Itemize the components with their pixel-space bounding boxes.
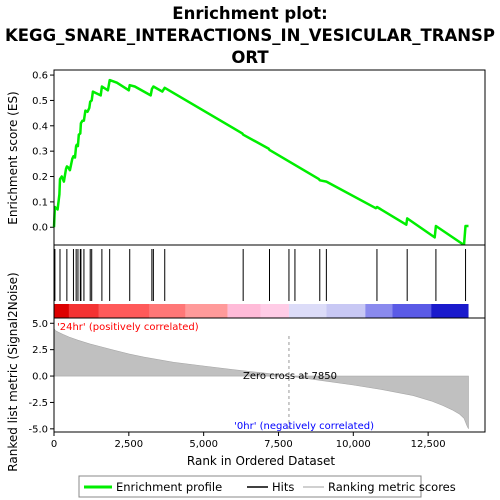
chart-title-line-1: Enrichment plot:	[172, 4, 327, 23]
heat-segment	[392, 304, 432, 318]
ranked-metric-panel: 5.0 2.5 0.0 -2.5 -5.0 '24hr' (positively corr…	[28, 317, 486, 450]
hits-panel	[53, 244, 486, 319]
x-axis-label: Rank in Ordered Dataset	[187, 454, 335, 468]
metric-y-tick-label: 0.0	[32, 372, 48, 383]
es-plot-area	[54, 70, 485, 245]
legend-label: Hits	[272, 480, 294, 494]
es-y-tick-label: 0.6	[32, 71, 48, 82]
ranking-metric-area	[53, 327, 469, 429]
metric-y-tick-label: 5.0	[32, 319, 48, 330]
es-y-tick-label: 0.1	[32, 197, 48, 208]
x-tick-label: 7,500	[264, 439, 293, 450]
es-axis-label: Enrichment score (ES)	[6, 91, 20, 224]
enrichment-profile-line	[52, 78, 469, 247]
heat-segment	[227, 304, 261, 318]
legend-label: Ranking metric scores	[328, 480, 456, 494]
metric-frame	[53, 317, 486, 433]
heat-segment	[365, 304, 393, 318]
es-y-tick-label: 0.2	[32, 172, 48, 183]
legend-label: Enrichment profile	[116, 480, 222, 494]
x-tick-label: 12,500	[411, 439, 446, 450]
chart-title-line-3: ORT	[231, 48, 269, 67]
metric-y-tick-label: -5.0	[28, 424, 48, 435]
x-tick-label: 0	[51, 439, 57, 450]
chart-legend: Enrichment profile Hits Ranking metric sco…	[78, 475, 456, 498]
heat-segment	[431, 304, 469, 318]
x-tick-label: 5,000	[189, 439, 218, 450]
heat-segment	[185, 304, 228, 318]
heat-segment	[288, 304, 327, 318]
metric-axis-label: Ranked list metric (Signal2Noise)	[6, 272, 20, 471]
heat-segment	[98, 304, 150, 318]
negative-correlation-label: '0hr' (negatively correlated)	[234, 421, 374, 432]
heat-segment	[326, 304, 366, 318]
heat-segment	[149, 304, 186, 318]
es-y-tick-label: 0.0	[32, 223, 48, 234]
chart-title-line-2: KEGG_SNARE_INTERACTIONS_IN_VESICULAR_TRA…	[5, 26, 495, 45]
x-tick-label: 10,000	[336, 439, 371, 450]
enrichment-score-panel: 0.0 0.1 0.2 0.3 0.4 0.5 0.6	[32, 69, 486, 247]
heat-segment	[260, 304, 289, 318]
metric-y-tick-label: 2.5	[32, 345, 48, 356]
heat-segment	[68, 304, 99, 318]
zero-cross-label: Zero cross at 7850	[243, 371, 337, 382]
es-y-tick-label: 0.3	[32, 147, 48, 158]
positive-correlation-label: '24hr' (positively correlated)	[57, 322, 199, 333]
heat-segment	[54, 304, 69, 318]
x-tick-label: 2,500	[115, 439, 144, 450]
es-y-tick-label: 0.4	[32, 121, 48, 132]
metric-y-tick-label: -2.5	[28, 398, 48, 409]
es-y-tick-label: 0.5	[32, 96, 48, 107]
